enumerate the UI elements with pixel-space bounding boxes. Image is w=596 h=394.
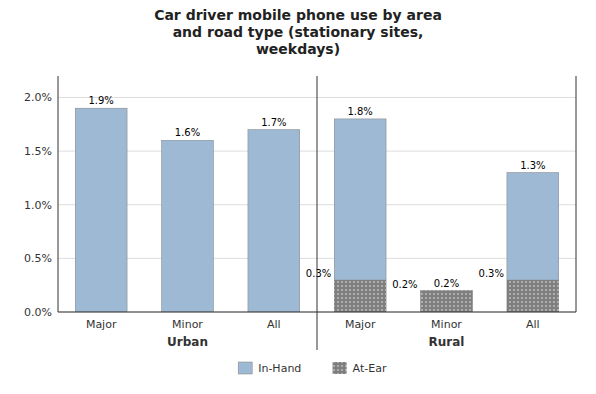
y-tick-label: 0.0% xyxy=(24,306,52,319)
y-tick-label: 1.0% xyxy=(24,199,52,212)
bar xyxy=(162,140,214,312)
bar xyxy=(334,119,386,312)
data-label: 0.3% xyxy=(306,268,331,279)
data-label: 0.3% xyxy=(479,268,504,279)
legend-label: In-Hand xyxy=(258,362,301,375)
bar xyxy=(421,291,473,312)
x-tick-label: All xyxy=(526,318,540,331)
y-axis xyxy=(58,76,59,312)
bar xyxy=(507,280,559,312)
data-label: 1.7% xyxy=(261,117,286,128)
data-label: 0.2% xyxy=(392,279,417,290)
bar xyxy=(507,173,559,312)
y-tick-label: 0.5% xyxy=(24,252,52,265)
data-label: 0.2% xyxy=(434,278,459,289)
legend-swatch xyxy=(238,362,252,374)
bar xyxy=(75,108,127,312)
group-divider xyxy=(317,76,318,350)
data-label: 1.3% xyxy=(520,160,545,171)
bar xyxy=(421,291,473,312)
plot-frame xyxy=(576,76,577,312)
legend-label: At-Ear xyxy=(353,362,387,375)
y-tick-label: 1.5% xyxy=(24,145,52,158)
bar xyxy=(334,280,386,312)
data-label: 1.8% xyxy=(347,106,372,117)
bar xyxy=(248,130,300,312)
x-tick-label: All xyxy=(267,318,281,331)
x-tick-label: Minor xyxy=(172,318,203,331)
data-label: 1.9% xyxy=(88,95,113,106)
data-label: 1.6% xyxy=(175,127,200,138)
x-tick-label: Major xyxy=(345,318,376,331)
legend-swatch xyxy=(333,362,347,374)
group-label: Rural xyxy=(429,335,465,349)
title: Car driver mobile phone use by areaand r… xyxy=(154,7,442,57)
chart: Car driver mobile phone use by areaand r… xyxy=(0,0,596,394)
x-tick-label: Major xyxy=(86,318,117,331)
group-label: Urban xyxy=(167,335,208,349)
x-tick-label: Minor xyxy=(431,318,462,331)
y-tick-label: 2.0% xyxy=(24,91,52,104)
